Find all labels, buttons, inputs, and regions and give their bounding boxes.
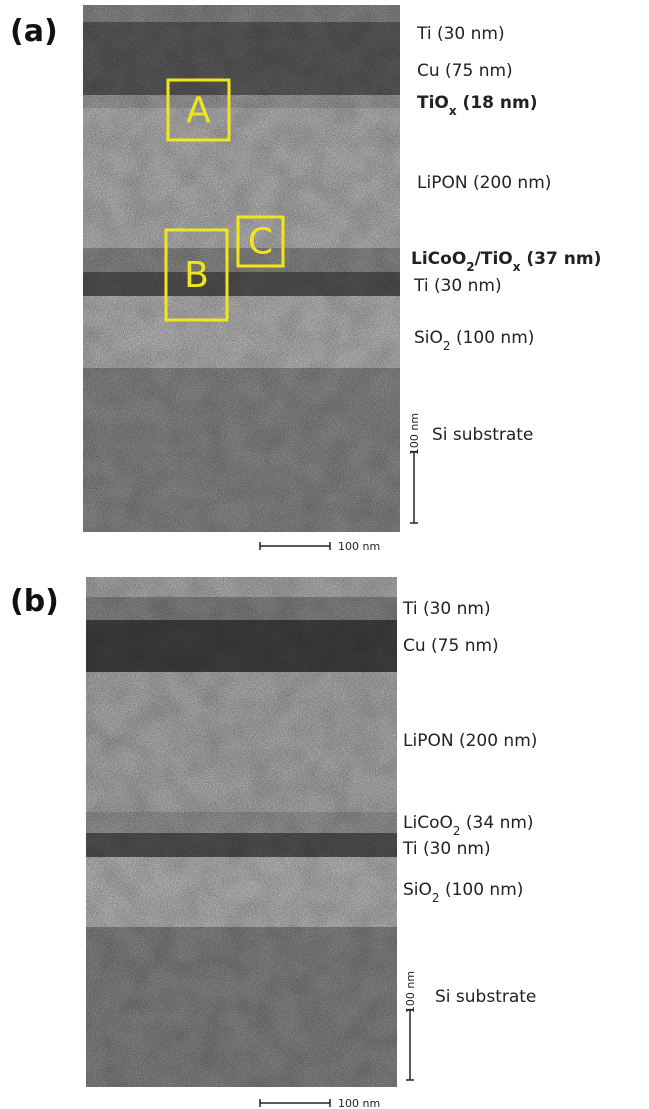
layer-label: LiCoO2 (34 nm) — [403, 813, 534, 838]
label-part: 2 — [432, 891, 440, 905]
label-part: TiO — [417, 93, 449, 113]
label-part: (37 nm) — [520, 249, 601, 269]
label-part: Ti (30 nm) — [402, 599, 491, 619]
region-label: A — [186, 90, 211, 131]
label-part: /TiO — [475, 249, 513, 269]
layer-label: Ti (30 nm) — [413, 276, 502, 296]
layer-label: LiPON (200 nm) — [417, 173, 551, 193]
label-part: Ti (30 nm) — [402, 839, 491, 859]
layer-label: Ti (30 nm) — [402, 839, 491, 859]
label-part: 2 — [443, 339, 451, 353]
label-part: SiO — [403, 880, 432, 900]
micrograph — [83, 5, 400, 532]
layer-label: Ti (30 nm) — [416, 24, 505, 44]
label-part: Si substrate — [435, 987, 536, 1007]
label-part: 2 — [453, 824, 461, 838]
panel-label: (a) — [10, 14, 58, 49]
layer-label: Si substrate — [432, 425, 533, 445]
micrograph — [86, 577, 397, 1087]
label-part: x — [449, 104, 457, 118]
label-part: LiCoO — [403, 813, 453, 833]
scale-label: 100 nm — [338, 540, 380, 553]
region-label: B — [184, 255, 209, 296]
label-part: (100 nm) — [440, 880, 524, 900]
label-part: Cu (75 nm) — [417, 61, 513, 81]
scale-label: 100 nm — [338, 1097, 380, 1109]
label-part: Ti (30 nm) — [413, 276, 502, 296]
label-part: Ti (30 nm) — [416, 24, 505, 44]
label-part: 2 — [466, 260, 474, 274]
region-box — [236, 215, 285, 268]
region-box — [166, 78, 231, 142]
layer-label: Cu (75 nm) — [417, 61, 513, 81]
label-part: x — [513, 260, 521, 274]
layer-label: SiO2 (100 nm) — [414, 328, 534, 353]
layer-label: Cu (75 nm) — [403, 636, 499, 656]
label-part: SiO — [414, 328, 443, 348]
label-part: (34 nm) — [461, 813, 534, 833]
scale-label: 100 nm — [408, 413, 421, 455]
layer-label: TiOx (18 nm) — [417, 93, 537, 118]
region-label: C — [248, 222, 273, 263]
label-part: Cu (75 nm) — [403, 636, 499, 656]
layer-label: Ti (30 nm) — [402, 599, 491, 619]
layer-label: LiCoO2/TiOx (37 nm) — [411, 249, 601, 274]
panel-label: (b) — [10, 584, 59, 619]
layer-label: LiPON (200 nm) — [403, 731, 537, 751]
region-box — [164, 228, 229, 322]
scale-label: 100 nm — [404, 971, 417, 1013]
label-part: (100 nm) — [451, 328, 535, 348]
label-part: Si substrate — [432, 425, 533, 445]
label-part: (18 nm) — [457, 93, 538, 113]
layer-label: Si substrate — [435, 987, 536, 1007]
label-part: LiPON (200 nm) — [403, 731, 537, 751]
grain — [83, 5, 400, 532]
label-part: LiCoO — [411, 249, 466, 269]
layer-label: SiO2 (100 nm) — [403, 880, 523, 905]
label-part: LiPON (200 nm) — [417, 173, 551, 193]
grain — [86, 577, 397, 1087]
